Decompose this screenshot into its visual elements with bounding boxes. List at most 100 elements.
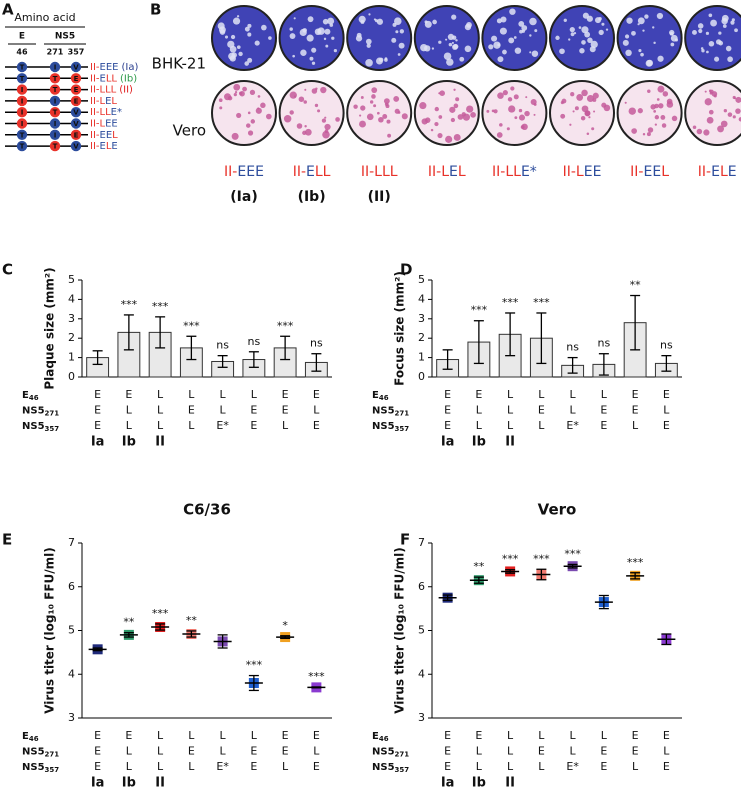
plaque <box>656 98 660 101</box>
strain-letter: L <box>661 164 669 180</box>
plate <box>549 80 615 146</box>
strain-name: II-LEE <box>563 164 602 180</box>
plaque <box>586 94 595 103</box>
plaque <box>644 14 649 19</box>
strain-letter: E <box>584 164 593 180</box>
residue-dot <box>49 140 61 152</box>
plaque <box>576 94 584 101</box>
strain-group: (II) <box>119 85 133 96</box>
genotype-cell: E <box>282 404 289 417</box>
plaque <box>231 132 239 140</box>
plaque <box>580 115 586 121</box>
strain-letter: E <box>255 164 264 180</box>
significance: *** <box>627 556 644 569</box>
plaque <box>261 24 267 31</box>
plaque <box>311 61 316 65</box>
residue-dot <box>70 84 82 95</box>
strain-letter: E <box>237 164 246 180</box>
significance: ** <box>123 616 135 629</box>
y-axis-label: Plaque size (mm²) <box>43 267 57 389</box>
row-name: E <box>372 390 379 401</box>
residue-dot <box>49 118 61 129</box>
row-sub: 46 <box>379 394 389 402</box>
plaque <box>727 56 733 63</box>
plaque <box>306 34 314 42</box>
plaque <box>242 86 247 92</box>
plaque <box>431 47 435 50</box>
significance: ** <box>186 614 198 627</box>
genotype-cell: E <box>663 388 670 401</box>
plaque <box>653 41 656 45</box>
strain-letter: L <box>382 164 390 180</box>
strain-letter: E <box>246 164 255 180</box>
plaque <box>531 50 539 57</box>
plaque <box>224 35 229 39</box>
plaque <box>335 117 340 122</box>
strain-group: (Ib) <box>298 189 326 205</box>
row-sub: 271 <box>45 751 60 759</box>
plaque <box>446 58 454 66</box>
genotype-cell: E <box>475 388 482 401</box>
genotype-cell: E <box>282 745 289 758</box>
plaque <box>647 127 654 133</box>
strain-letter: L <box>100 107 106 118</box>
genotype-row-label: NS5357 <box>22 762 59 774</box>
residue-dot <box>16 73 28 84</box>
genotype-cell: E <box>444 404 451 417</box>
genotype-cell: L <box>476 745 483 758</box>
plaque <box>432 19 437 25</box>
genotype-cell: L <box>126 745 133 758</box>
y-tick-label: 2 <box>68 331 75 344</box>
row-sub: 357 <box>395 766 410 774</box>
plaque <box>497 43 501 47</box>
plaque <box>488 44 494 50</box>
row-name: E <box>22 390 29 401</box>
plaque <box>227 40 235 48</box>
genotype-cell: E <box>600 404 607 417</box>
strain-letter: E <box>111 119 117 130</box>
plaque <box>434 121 439 127</box>
row-sub: 357 <box>45 425 60 433</box>
plaque <box>438 40 442 44</box>
strain-prefix: II- <box>90 73 100 84</box>
strain-letter: E <box>728 164 737 180</box>
plaque <box>378 57 384 63</box>
strain-letter: E <box>105 96 111 107</box>
significance: *** <box>502 296 519 309</box>
residue: T <box>53 86 58 94</box>
plaque <box>696 128 703 135</box>
genotype-cell: E <box>313 419 320 432</box>
genotype-cell: E <box>444 388 451 401</box>
plaque <box>376 18 384 25</box>
plaque <box>570 32 575 37</box>
plaque <box>723 109 728 113</box>
genotype-cell: L <box>507 729 514 742</box>
y-tick-label: 1 <box>418 351 425 364</box>
genotype-cell: L <box>476 760 483 773</box>
genotype-cell: E <box>632 729 639 742</box>
plaque <box>438 92 441 95</box>
plaque <box>430 128 434 132</box>
plaque <box>601 102 607 108</box>
genotype-cell: E* <box>566 760 579 773</box>
plaque <box>713 94 717 98</box>
plaque <box>219 106 223 110</box>
genotype-cell: E <box>475 729 482 742</box>
plaque <box>692 29 697 35</box>
plaque <box>735 96 741 103</box>
plaque <box>579 48 585 54</box>
plaque <box>307 16 314 23</box>
group-label: II <box>155 776 165 791</box>
plaque <box>292 54 295 58</box>
significance: *** <box>564 547 581 560</box>
genotype-cell: E <box>94 388 101 401</box>
plaque <box>304 125 307 128</box>
strain-name: II-LEL <box>90 96 117 107</box>
plate <box>211 5 277 71</box>
residue-dot <box>70 118 82 129</box>
plaque <box>708 40 715 47</box>
genotype-cell: L <box>538 388 545 401</box>
plaque <box>582 12 589 19</box>
plaque <box>658 103 664 109</box>
strain-name: II-EEL <box>90 130 118 141</box>
